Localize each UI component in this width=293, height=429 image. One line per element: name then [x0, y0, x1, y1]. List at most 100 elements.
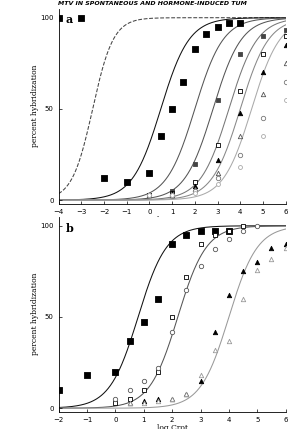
Point [124, 178, 129, 185]
Point [193, 160, 197, 167]
Point [170, 106, 175, 112]
Point [283, 42, 288, 48]
Point [170, 191, 175, 198]
Point [170, 314, 175, 320]
Point [255, 266, 260, 273]
Point [156, 397, 160, 404]
Point [238, 51, 243, 57]
Point [226, 235, 231, 242]
Point [142, 399, 146, 406]
Point [170, 241, 175, 248]
Point [269, 255, 274, 262]
Point [170, 191, 175, 198]
Point [238, 109, 243, 116]
Point [113, 396, 118, 402]
Point [56, 14, 61, 21]
Point [215, 175, 220, 181]
Point [215, 169, 220, 176]
Point [193, 182, 197, 189]
Point [184, 286, 189, 293]
Point [226, 228, 231, 235]
Point [238, 151, 243, 158]
Point [113, 399, 118, 406]
Point [181, 78, 186, 85]
Point [193, 178, 197, 185]
Point [212, 232, 217, 239]
Point [215, 97, 220, 103]
Point [198, 228, 203, 235]
Y-axis label: percent hybridization: percent hybridization [31, 273, 39, 356]
Point [142, 397, 146, 404]
Point [212, 228, 217, 235]
Point [156, 396, 160, 402]
Point [156, 365, 160, 372]
Point [142, 319, 146, 326]
Point [261, 69, 265, 76]
Point [184, 232, 189, 239]
Point [215, 142, 220, 149]
Point [255, 222, 260, 229]
Point [226, 292, 231, 299]
Point [85, 372, 89, 379]
Point [261, 33, 265, 39]
Point [212, 328, 217, 335]
Point [215, 157, 220, 163]
Point [156, 368, 160, 375]
Point [193, 187, 197, 194]
Point [142, 378, 146, 384]
Point [170, 191, 175, 198]
Point [56, 387, 61, 393]
Point [113, 368, 118, 375]
Point [226, 337, 231, 344]
Point [147, 169, 152, 176]
Point [127, 396, 132, 402]
Point [283, 33, 288, 39]
Point [193, 189, 197, 196]
Point [198, 263, 203, 269]
Point [204, 31, 209, 38]
Point [170, 396, 175, 402]
Point [283, 244, 288, 251]
Point [147, 191, 152, 198]
Point [193, 186, 197, 193]
Point [184, 273, 189, 280]
Point [147, 191, 152, 198]
Point [238, 87, 243, 94]
Point [238, 20, 243, 27]
Point [184, 390, 189, 397]
Point [147, 191, 152, 198]
Point [198, 241, 203, 248]
Point [170, 189, 175, 196]
Point [142, 387, 146, 393]
X-axis label: log Crot: log Crot [157, 424, 188, 429]
Point [283, 241, 288, 248]
Point [127, 399, 132, 406]
Point [198, 378, 203, 384]
Point [79, 14, 84, 21]
Point [283, 60, 288, 67]
Point [184, 390, 189, 397]
Text: MTV IN SPONTANEOUS AND HORMONE-INDUCED TUM: MTV IN SPONTANEOUS AND HORMONE-INDUCED T… [58, 1, 247, 6]
Point [159, 133, 163, 140]
Point [241, 295, 246, 302]
Point [170, 396, 175, 402]
Point [147, 191, 152, 198]
Point [226, 20, 231, 27]
Point [127, 399, 132, 406]
Point [170, 187, 175, 194]
Point [261, 91, 265, 98]
Point [102, 175, 106, 181]
Point [170, 189, 175, 196]
Point [127, 337, 132, 344]
Point [241, 222, 246, 229]
Point [212, 246, 217, 253]
Point [241, 268, 246, 275]
Point [127, 387, 132, 393]
Point [198, 372, 203, 379]
Point [226, 228, 231, 235]
Point [212, 346, 217, 353]
X-axis label: log Crot: log Crot [157, 216, 188, 224]
Point [215, 180, 220, 187]
Point [261, 133, 265, 140]
Point [269, 244, 274, 251]
